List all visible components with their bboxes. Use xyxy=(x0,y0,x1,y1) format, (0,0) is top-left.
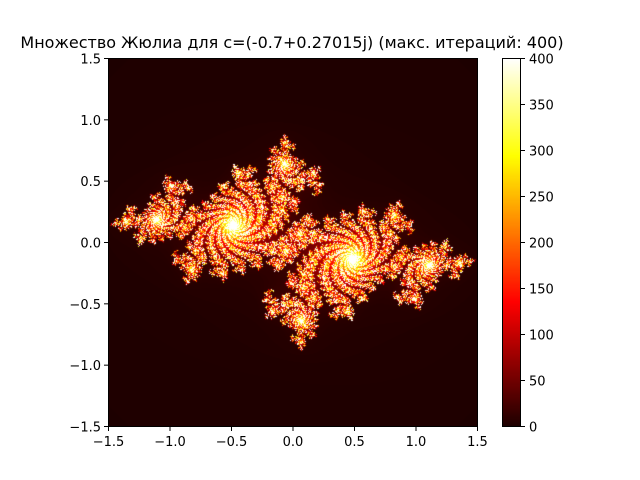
x-tick-label: −1.0 xyxy=(154,435,186,450)
x-axis: −1.5 −1.0 −0.5 0.0 0.5 1.0 1.5 xyxy=(93,427,488,450)
colorbar-gradient xyxy=(502,58,521,427)
x-tick-label: −1.5 xyxy=(93,435,125,450)
axes-frame xyxy=(108,58,478,427)
colorbar-tick-label: 100 xyxy=(529,329,554,344)
colorbar-tick-label: 0 xyxy=(529,421,537,436)
y-tick-label: −1.0 xyxy=(69,359,101,374)
y-tick-label: −1.5 xyxy=(69,421,101,436)
y-tick-label: 1.0 xyxy=(80,114,101,129)
y-tick-label: 0.5 xyxy=(80,175,101,190)
y-tick-label: 0.0 xyxy=(80,237,101,252)
x-tick-label: −0.5 xyxy=(216,435,248,450)
colorbar-tick-label: 300 xyxy=(529,145,554,160)
colorbar-tick-label: 250 xyxy=(529,191,554,206)
x-tick-label: 0.5 xyxy=(344,435,365,450)
colorbar-axis: 0 50 100 150 200 250 300 350 400 xyxy=(521,53,554,436)
julia-set-heatmap xyxy=(108,58,478,427)
colorbar-frame xyxy=(502,58,521,427)
colorbar-tick-label: 350 xyxy=(529,99,554,114)
colorbar-tick-label: 50 xyxy=(529,375,546,390)
colorbar-tick-label: 150 xyxy=(529,283,554,298)
x-tick-label: 1.5 xyxy=(467,435,488,450)
y-tick-label: −0.5 xyxy=(69,298,101,313)
y-tick-label: 1.5 xyxy=(80,53,101,68)
y-axis: −1.5 −1.0 −0.5 0.0 0.5 1.0 1.5 xyxy=(69,53,108,436)
colorbar-tick-label: 200 xyxy=(529,237,554,252)
colorbar-tick-label: 400 xyxy=(529,53,554,68)
x-tick-label: 1.0 xyxy=(406,435,427,450)
x-tick-label: 0.0 xyxy=(283,435,304,450)
chart-title: Множество Жюлиа для c=(-0.7+0.27015j) (м… xyxy=(20,33,564,52)
